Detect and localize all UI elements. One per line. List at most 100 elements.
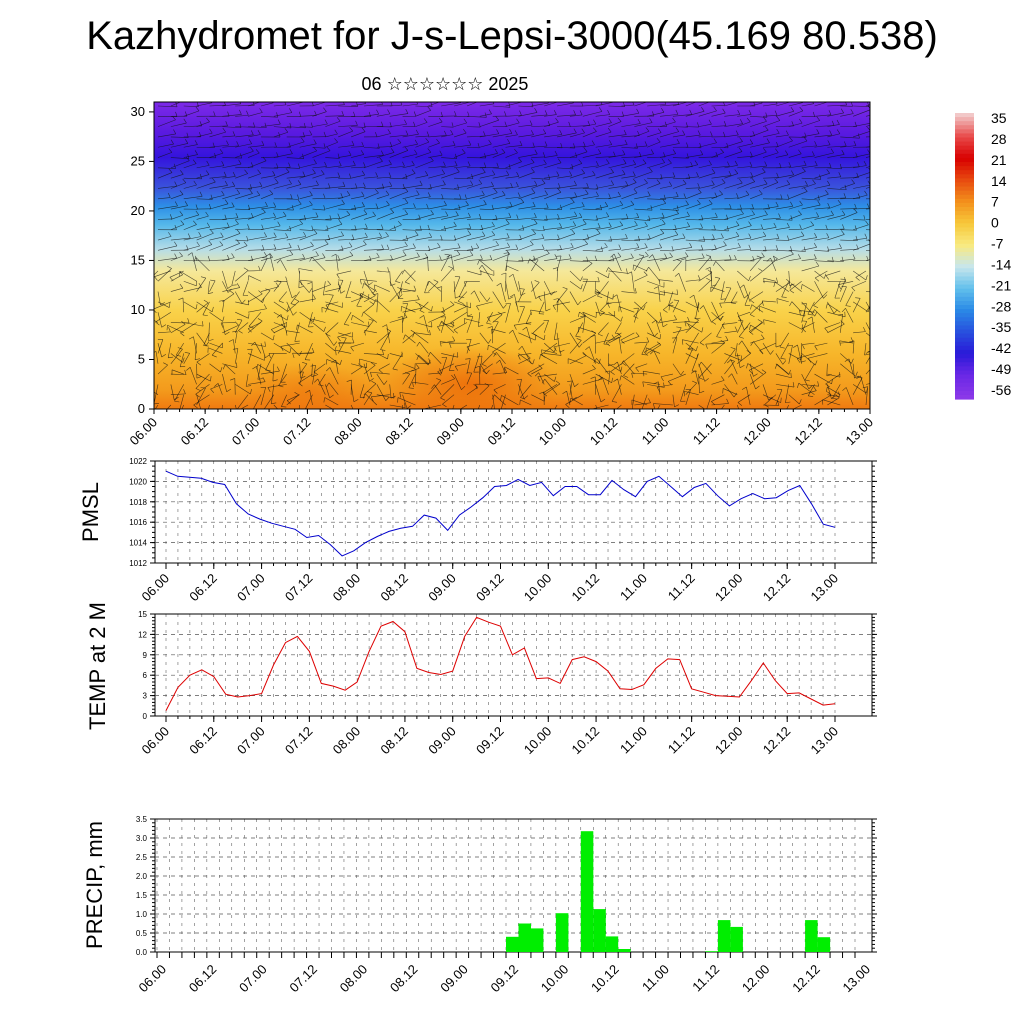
wind-barb-flag: [852, 254, 856, 260]
wind-barb: [389, 134, 408, 138]
wind-barb: [544, 121, 559, 127]
wind-barb: [505, 248, 518, 251]
wind-barb: [668, 291, 674, 306]
wind-barb: [762, 182, 779, 189]
wind-barb: [660, 104, 679, 107]
wind-barb-flag: [690, 161, 693, 167]
colorbar-band: [955, 280, 974, 286]
wind-barb-flag: [864, 233, 868, 239]
wind-barb-flag: [701, 253, 705, 259]
wind-barb: [736, 312, 745, 330]
wind-barb: [299, 150, 317, 158]
wind-barb-flag: [750, 151, 753, 157]
wind-barb-flag: [276, 259, 281, 264]
wind-barb: [518, 217, 537, 220]
wind-barb-flag: [601, 246, 603, 252]
wind-barb-flag: [737, 402, 743, 406]
wind-barb-flag: [381, 244, 384, 250]
wind-barb-flag: [713, 261, 716, 266]
wind-barb: [634, 195, 651, 200]
wind-barb: [325, 176, 340, 179]
wind-barb: [363, 383, 377, 395]
wind-barb: [634, 402, 651, 406]
wind-barb-flag: [387, 129, 391, 134]
wind-barb-flag: [236, 189, 241, 194]
wind-barb-flag: [369, 378, 374, 382]
wind-barb-flag: [501, 272, 507, 275]
precip-bar: [518, 923, 531, 952]
wind-barb: [544, 134, 562, 138]
wind-barb: [801, 353, 816, 366]
wind-barb: [441, 304, 455, 313]
wind-barb: [440, 316, 447, 333]
wind-barb-flag: [663, 309, 668, 313]
wind-barb: [194, 343, 197, 360]
wind-barb-flag: [574, 211, 578, 217]
wind-barb: [659, 121, 676, 127]
wind-barb: [313, 363, 326, 373]
wind-barb-flag: [325, 333, 331, 337]
wind-barb-flag: [708, 119, 712, 125]
wind-barb-flag: [839, 340, 841, 346]
wind-barb: [557, 175, 572, 179]
wind-barb: [724, 225, 740, 231]
wind-barb-flag: [722, 108, 726, 114]
wind-barb-flag: [660, 376, 664, 382]
wind-barb: [222, 114, 242, 117]
wind-barb-flag: [328, 294, 334, 296]
wind-barb-flag: [323, 205, 326, 211]
wind-barb-flag: [506, 170, 510, 176]
wind-barb: [722, 322, 738, 325]
wind-barb: [253, 394, 262, 409]
wind-barb-flag: [495, 359, 501, 364]
wind-barb-flag: [600, 204, 603, 210]
wind-barb-flag: [351, 315, 353, 321]
wind-barb: [370, 371, 390, 375]
wind-barb-flag: [827, 246, 830, 252]
wind-barb-flag: [272, 379, 278, 382]
wind-barb: [222, 322, 226, 335]
wind-barb: [827, 384, 832, 399]
wind-barb-flag: [593, 358, 597, 363]
wind-barb: [647, 162, 665, 169]
wind-barb: [466, 183, 482, 189]
y-tick-label: 2.0: [136, 872, 148, 881]
wind-barb: [492, 253, 510, 261]
wind-barb: [363, 104, 383, 107]
wind-barb: [286, 126, 306, 129]
wind-barb-flag: [285, 233, 289, 238]
wind-barb: [458, 281, 468, 297]
wind-barb-flag: [740, 119, 743, 124]
wind-barb-flag: [813, 305, 819, 309]
wind-barb-flag: [632, 159, 637, 165]
wind-barb-flag: [477, 259, 480, 265]
wind-barb: [621, 164, 636, 169]
wind-barb-flag: [491, 181, 494, 187]
wind-barb: [273, 215, 287, 220]
wind-barb: [170, 122, 187, 127]
wind-barb-flag: [314, 110, 317, 116]
wind-barb-flag: [415, 364, 420, 369]
wind-barb: [852, 363, 855, 379]
wind-barb-flag: [411, 160, 415, 166]
wind-barb-flag: [361, 311, 364, 317]
wind-barb: [743, 284, 751, 303]
wind-barb-flag: [297, 180, 302, 185]
precip-bar: [817, 937, 831, 952]
wind-barb-flag: [659, 243, 662, 248]
wind-barb: [634, 255, 645, 272]
wind-barb: [621, 146, 638, 149]
wind-barb-flag: [735, 354, 741, 357]
wind-barb-flag: [516, 378, 522, 381]
wind-barb: [620, 375, 635, 385]
wind-barb: [325, 404, 334, 409]
wind-barb-flag: [749, 324, 751, 330]
wind-barb-flag: [454, 111, 457, 117]
wind-barb: [363, 281, 374, 294]
wind-barb-flag: [776, 277, 778, 283]
wind-barb-flag: [419, 310, 425, 313]
wind-barb: [428, 380, 442, 395]
wind-barb: [531, 253, 550, 261]
wind-barb: [788, 250, 806, 252]
wind-barb: [386, 324, 391, 344]
